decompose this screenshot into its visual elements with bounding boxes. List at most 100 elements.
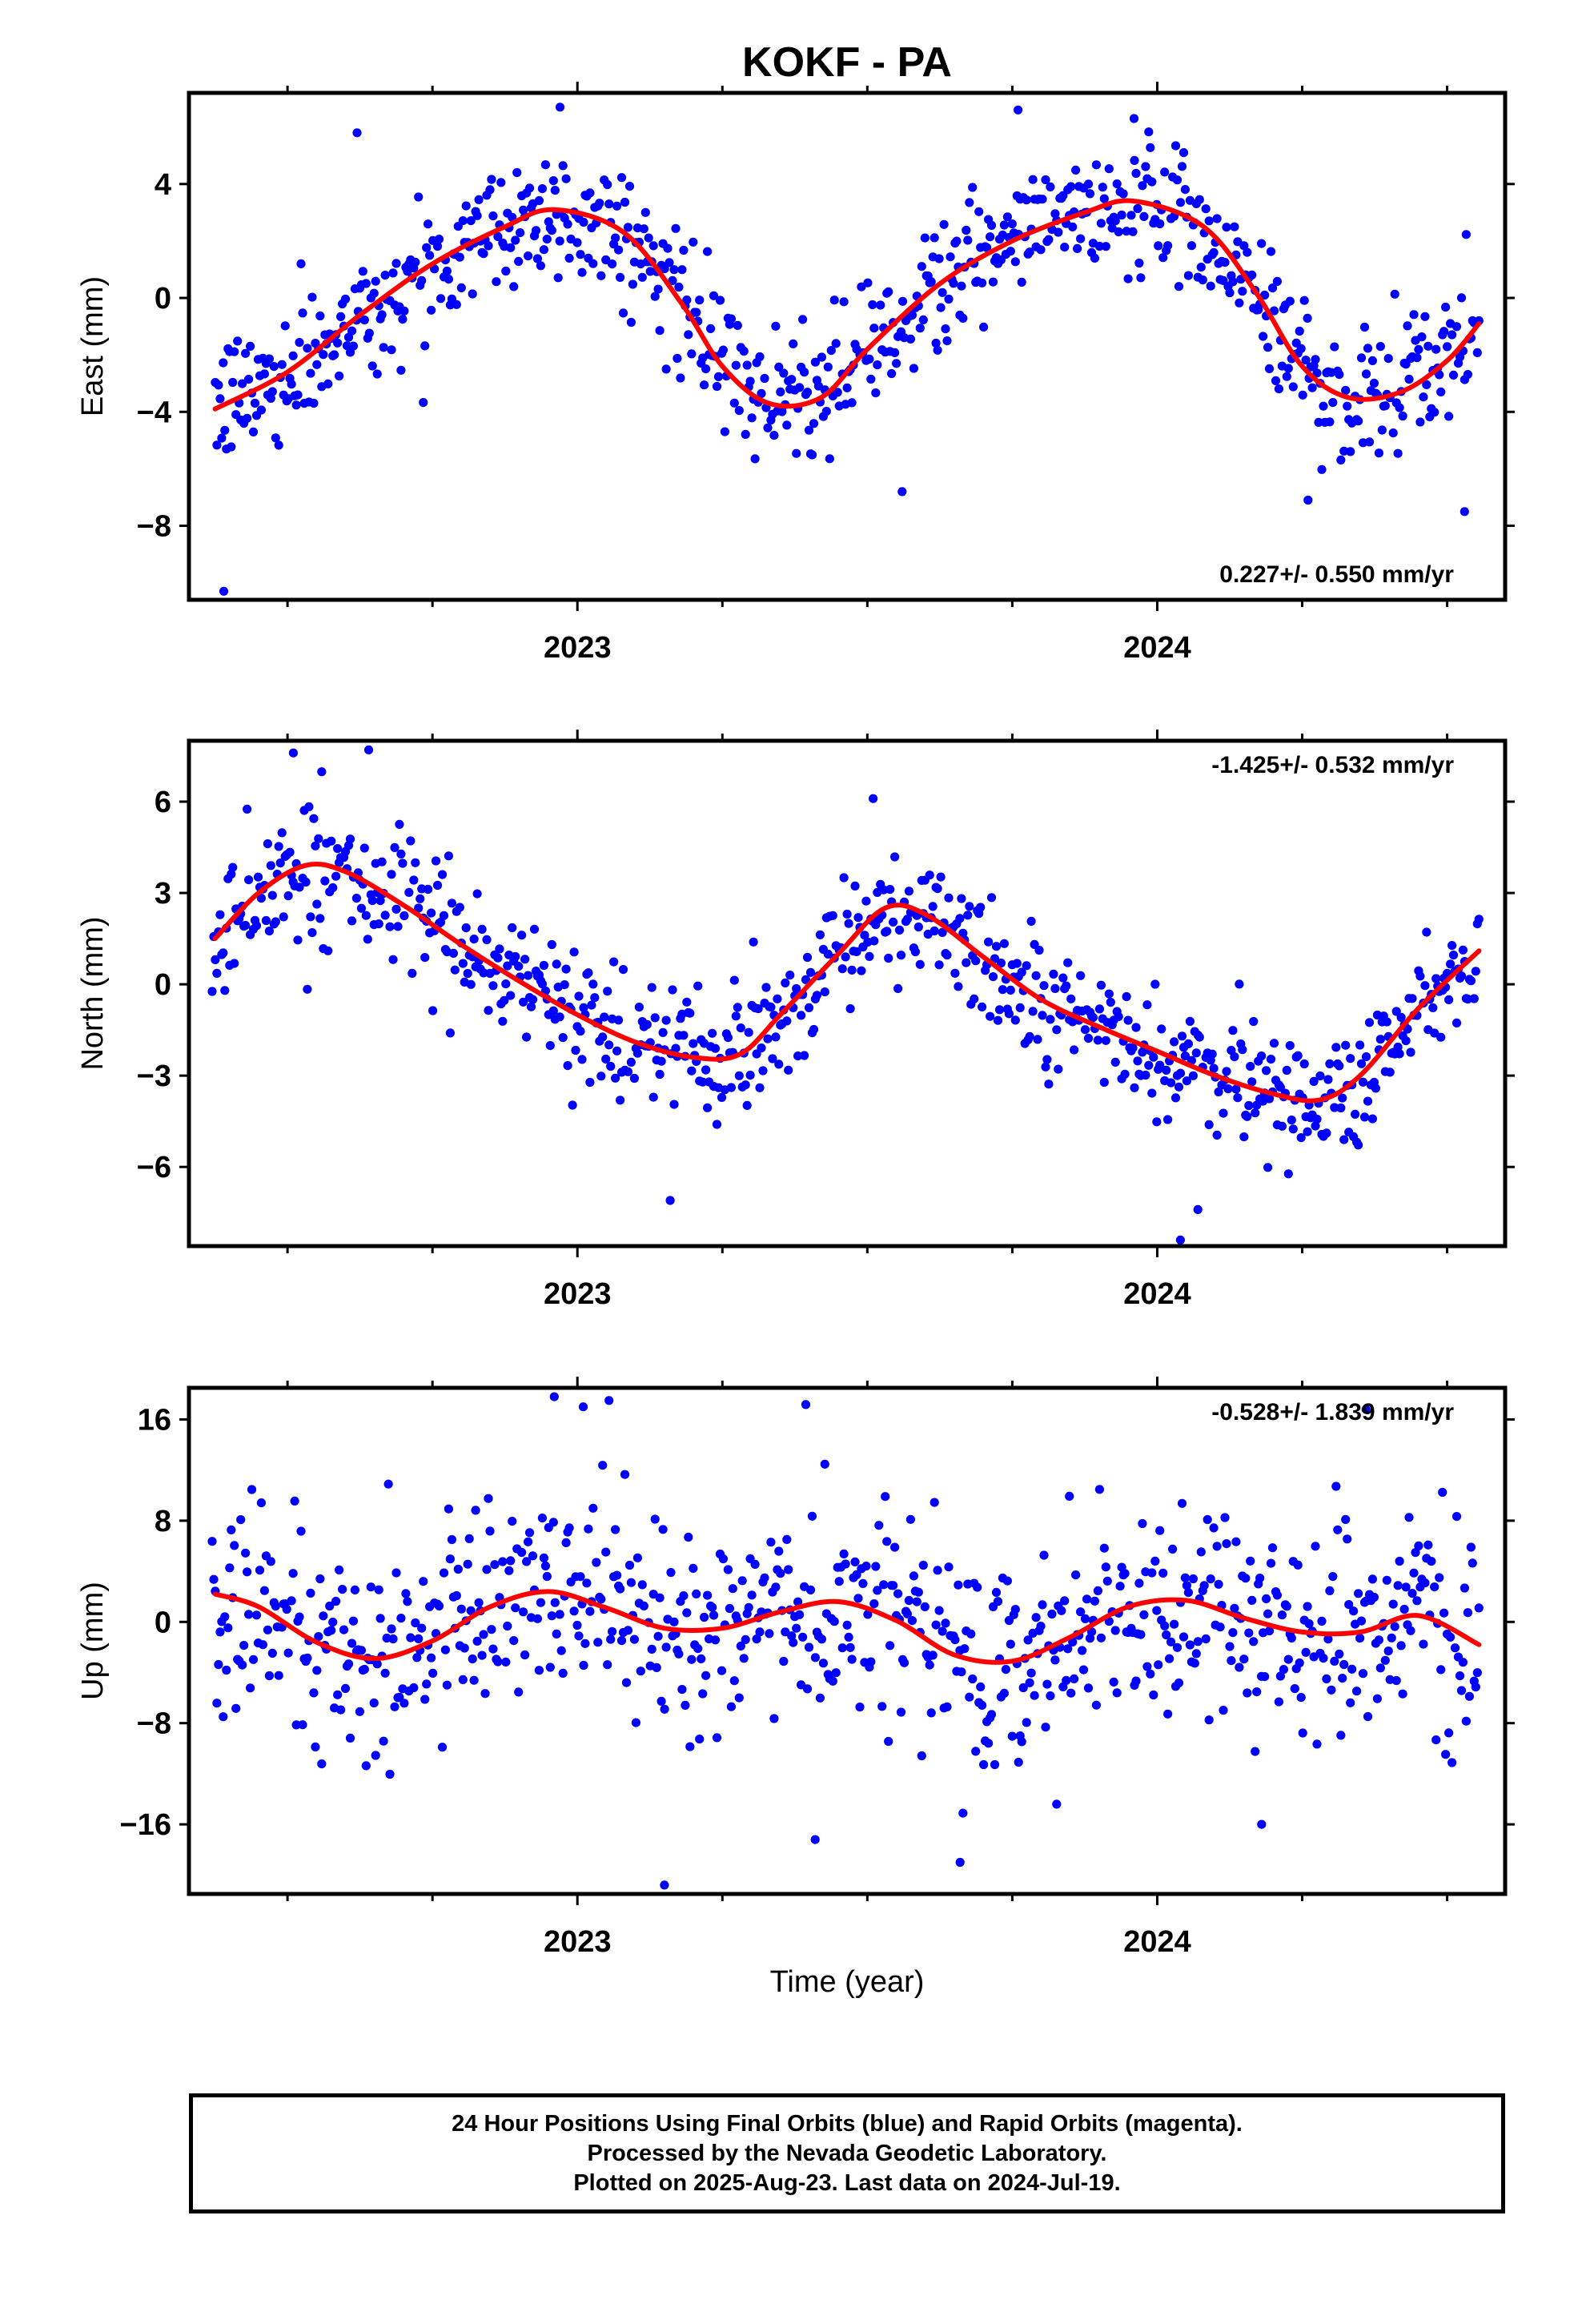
data-point [750, 1559, 760, 1569]
data-point [1118, 189, 1128, 199]
data-point [1191, 1048, 1201, 1058]
data-point [437, 870, 448, 879]
data-point [585, 1077, 595, 1088]
data-point [241, 1548, 251, 1558]
data-point [810, 1653, 820, 1663]
data-point [288, 1569, 298, 1578]
data-point [645, 267, 655, 276]
data-point [936, 872, 946, 882]
data-point [412, 1653, 422, 1663]
data-point [484, 1494, 493, 1503]
data-point [1452, 322, 1462, 332]
data-point [1415, 417, 1425, 427]
data-point [817, 1634, 826, 1644]
data-point [893, 1589, 903, 1598]
data-point [950, 968, 960, 978]
data-point [1185, 1640, 1195, 1650]
data-point [809, 1024, 819, 1035]
data-point [1399, 1604, 1409, 1614]
data-point [685, 1742, 695, 1751]
data-point [928, 1651, 938, 1660]
data-point [656, 1056, 666, 1066]
data-point [266, 1557, 275, 1566]
data-point [442, 266, 452, 276]
data-point [957, 281, 966, 291]
data-point [993, 1015, 1003, 1025]
data-point [1070, 1674, 1079, 1683]
data-point [1225, 1642, 1235, 1651]
data-point [829, 1617, 839, 1626]
data-point [1395, 1049, 1404, 1059]
data-point [317, 767, 327, 777]
data-point [540, 1561, 551, 1570]
data-point [1361, 1052, 1371, 1062]
data-point [771, 321, 781, 331]
data-point [1367, 1114, 1377, 1124]
data-point [1136, 273, 1146, 283]
data-point [1212, 1130, 1222, 1140]
data-point [534, 195, 544, 206]
data-point [781, 978, 790, 987]
data-point [568, 1100, 577, 1110]
data-point [1452, 1512, 1462, 1522]
data-point [963, 911, 973, 920]
data-point [1430, 1028, 1439, 1038]
data-point [890, 348, 900, 357]
data-point [269, 362, 279, 372]
data-point [1395, 1556, 1404, 1566]
data-point [804, 1003, 814, 1012]
data-point [988, 277, 998, 287]
data-point [1007, 219, 1017, 229]
data-point [303, 1653, 312, 1663]
footer-line-dates: Plotted on 2025-Aug-23. Last data on 202… [573, 2169, 1121, 2196]
data-point [501, 979, 511, 989]
data-point [741, 429, 750, 440]
data-point [251, 921, 262, 931]
data-point [1076, 971, 1086, 980]
data-point [356, 1646, 366, 1655]
data-point [1239, 1132, 1249, 1142]
x-tick-label: 2023 [544, 631, 612, 665]
data-point [255, 1566, 265, 1575]
data-point [1114, 227, 1123, 237]
data-point [1222, 223, 1231, 232]
y-tick-label: 6 [155, 786, 171, 819]
data-point [1036, 245, 1046, 255]
data-point [1117, 210, 1126, 220]
data-point [537, 1514, 548, 1523]
data-point [579, 217, 588, 227]
data-point [934, 1606, 944, 1615]
data-point [1244, 1628, 1254, 1638]
data-point [1136, 1630, 1146, 1639]
data-point [1417, 332, 1427, 342]
data-point [577, 267, 587, 277]
data-point [309, 814, 319, 823]
data-point [763, 1034, 773, 1043]
data-point [424, 884, 433, 895]
data-point [684, 1532, 693, 1542]
data-point [579, 1660, 588, 1671]
data-point [1380, 1655, 1390, 1665]
data-point [616, 272, 625, 282]
data-point [493, 1657, 503, 1667]
data-point [511, 1603, 520, 1613]
data-point [965, 902, 974, 911]
data-point [400, 911, 409, 921]
data-point [1266, 247, 1276, 256]
data-point [1017, 967, 1026, 977]
data-point [701, 1671, 711, 1680]
data-point [1230, 1603, 1239, 1613]
data-point [1252, 1687, 1262, 1697]
data-point [842, 1620, 852, 1630]
data-point [1091, 1700, 1101, 1710]
data-point [1267, 1543, 1278, 1553]
data-point [1141, 162, 1150, 171]
data-point [1066, 1688, 1076, 1698]
data-point [902, 1609, 912, 1618]
data-point [1456, 293, 1467, 303]
data-point [584, 1524, 593, 1534]
data-point [424, 219, 433, 229]
data-point [427, 305, 436, 315]
data-point [439, 911, 449, 920]
data-point [1468, 1558, 1477, 1568]
